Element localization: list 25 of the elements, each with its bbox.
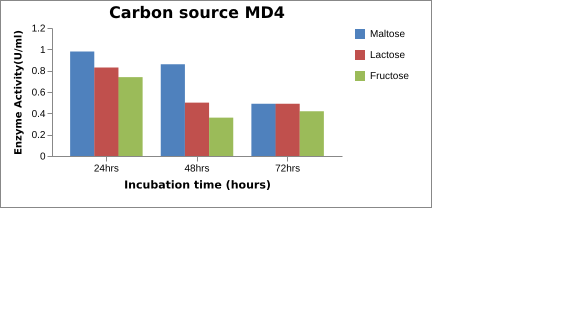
x-tick-label: 72hrs: [275, 164, 300, 174]
x-tick-label: 48hrs: [184, 164, 210, 174]
bar: [118, 77, 143, 156]
bar: [300, 111, 324, 156]
y-tick-label: 0.6: [32, 88, 46, 98]
bar: [251, 104, 276, 156]
legend-label: Lactose: [370, 50, 406, 61]
bar: [276, 104, 300, 156]
legend-label: Fructose: [370, 71, 410, 82]
bar: [94, 67, 118, 156]
y-axis-title: Enzyme Activity(U/ml): [14, 30, 25, 155]
y-tick-label: 0.2: [32, 130, 46, 142]
y-tick-label: 0: [40, 152, 46, 162]
bar: [184, 102, 210, 156]
y-tick-label: 0.4: [32, 108, 46, 120]
y-tick-label: 1: [40, 44, 46, 56]
x-tick-label: 24hrs: [94, 164, 119, 174]
y-tick-label: 0.8: [32, 66, 46, 78]
bar: [160, 64, 185, 156]
bar: [209, 118, 234, 156]
legend-label: Maltose: [370, 29, 406, 40]
bar: [70, 51, 94, 156]
y-tick-label: 1.2: [32, 24, 46, 34]
x-axis-title: Incubation time (hours): [124, 178, 271, 192]
chart-title: Carbon source MD4: [109, 3, 285, 22]
